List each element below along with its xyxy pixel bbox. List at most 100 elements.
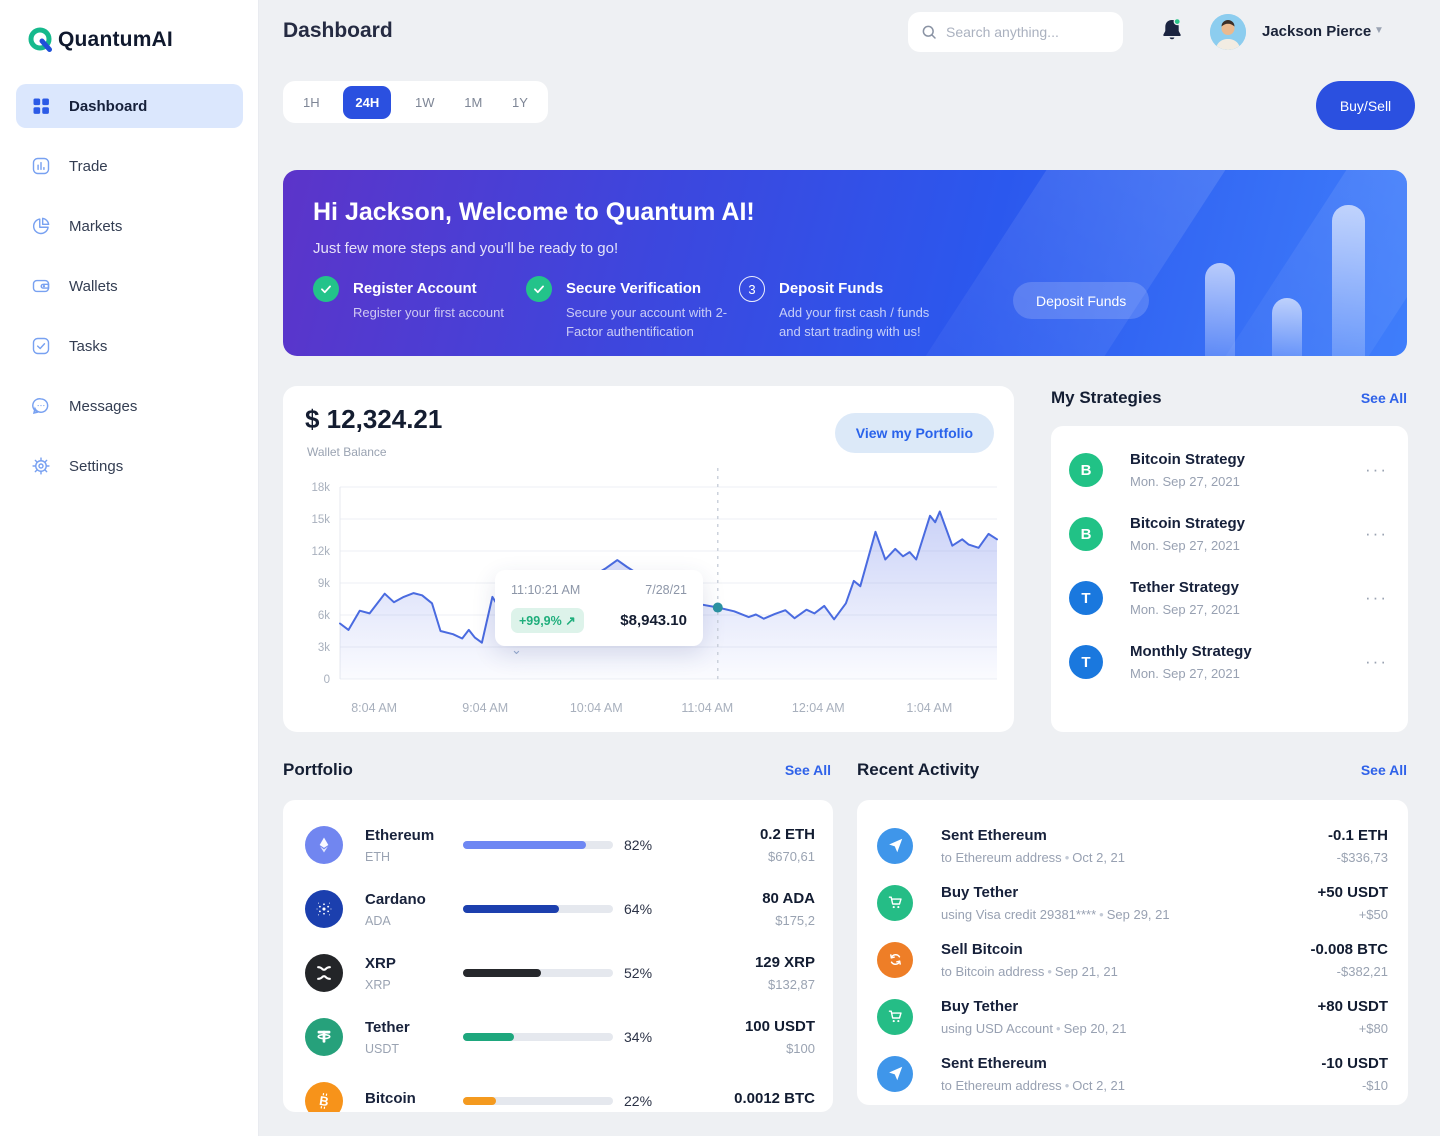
more-options-icon[interactable]: ··· (1365, 588, 1388, 607)
sidebar-item-label: Markets (69, 217, 123, 235)
step-desc: Secure your account with 2-Factor authen… (566, 305, 728, 339)
activity-title-text: Buy Tether (941, 883, 1019, 901)
swap-icon (877, 941, 913, 978)
xrp-icon (305, 954, 343, 992)
activity-usd: +$50 (1358, 906, 1388, 922)
tab-1h[interactable]: 1H (303, 94, 320, 110)
coin-usd-value: $100 (786, 1041, 815, 1056)
bullet-separator: • (1064, 849, 1070, 865)
sidebar-item-label: Wallets (69, 277, 118, 295)
strategy-row[interactable]: B Bitcoin Strategy Mon. Sep 27, 2021 ··· (1051, 502, 1408, 566)
activity-card: Sent Ethereum to Ethereum address • Oct 2,… (857, 800, 1408, 1105)
strategy-row[interactable]: T Monthly Strategy Mon. Sep 27, 2021 ··· (1051, 630, 1408, 694)
activity-row[interactable]: Buy Tether using USD Account • Sep 20, 21 … (857, 988, 1408, 1045)
sidebar-item-messages[interactable]: Messages (16, 384, 243, 428)
tab-24h[interactable]: 24H (343, 85, 392, 119)
activity-subtitle: to Ethereum address • Oct 2, 21 (941, 849, 1125, 865)
portfolio-row-ethereum[interactable]: Ethereum ETH 82% 0.2 ETH $670,61 (283, 813, 833, 877)
step-number-badge: 3 (739, 276, 765, 302)
activity-row[interactable]: Sent Ethereum to Ethereum address • Oct 2,… (857, 817, 1408, 874)
activity-amount: +80 USDT (1317, 997, 1388, 1015)
step-desc: Register your first account (353, 305, 505, 320)
banner-decorative-bar (1272, 298, 1302, 356)
strategy-row[interactable]: T Tether Strategy Mon. Sep 27, 2021 ··· (1051, 566, 1408, 630)
strategies-title: My Strategies (1051, 388, 1162, 407)
step-title: Register Account (353, 280, 477, 297)
step-desc: Add your first cash / funds and start tr… (779, 305, 930, 339)
portfolio-row-bitcoin[interactable]: B Bitcoin 22% 0.0012 BTC (283, 1069, 833, 1112)
strategy-coin-badge: T (1069, 645, 1103, 679)
activity-amount: +50 USDT (1317, 883, 1388, 901)
search-box[interactable] (908, 12, 1123, 52)
notifications-bell-icon[interactable] (1158, 16, 1188, 48)
strategy-date: Mon. Sep 27, 2021 (1130, 666, 1240, 681)
buy-sell-button[interactable]: Buy/Sell (1316, 81, 1415, 130)
activity-see-all-link[interactable]: See All (1360, 762, 1407, 778)
markets-icon (31, 216, 51, 236)
sidebar-item-label: Trade (69, 157, 108, 175)
tooltip-value: $8,943.10 (620, 612, 687, 629)
messages-icon (31, 396, 51, 416)
strategy-coin-badge: B (1069, 517, 1103, 551)
svg-text:18k: 18k (311, 482, 330, 494)
more-options-icon[interactable]: ··· (1365, 524, 1388, 543)
strategy-row[interactable]: B Bitcoin Strategy Mon. Sep 27, 2021 ··· (1051, 438, 1408, 502)
brand-name: QuantumAI (58, 27, 173, 51)
brand-logo: QuantumAI (27, 26, 173, 53)
svg-text:0: 0 (324, 674, 330, 686)
sidebar-item-wallets[interactable]: Wallets (16, 264, 243, 308)
activity-usd: -$10 (1361, 1077, 1388, 1093)
tasks-icon (31, 336, 51, 356)
user-menu-caret-icon[interactable]: ▼ (1374, 25, 1384, 36)
allocation-percent: 64% (624, 901, 653, 917)
activity-date: Sep 29, 21 (1106, 906, 1170, 922)
coin-symbol: ADA (365, 913, 391, 928)
send-icon (877, 1055, 913, 1092)
strategy-title: Bitcoin Strategy (1130, 451, 1246, 468)
portfolio-header: Portfolio See All (283, 760, 831, 780)
step-deposit-funds: 3 Deposit Funds Add your first cash / fu… (739, 276, 979, 342)
sidebar-item-tasks[interactable]: Tasks (16, 324, 243, 368)
sidebar-item-dashboard[interactable]: Dashboard (16, 84, 243, 128)
sidebar-item-trade[interactable]: Trade (16, 144, 243, 188)
activity-row[interactable]: Buy Tether using Visa credit 29381**** • S… (857, 874, 1408, 931)
tab-1m[interactable]: 1M (464, 94, 483, 110)
check-icon (526, 276, 552, 302)
strategy-coin-badge: T (1069, 581, 1103, 615)
coin-amount: 129 XRP (754, 954, 815, 971)
portfolio-row-tether[interactable]: Tether USDT 34% 100 USDT $100 (283, 1005, 833, 1069)
cardano-icon (305, 890, 343, 928)
user-name[interactable]: Jackson Pierce (1262, 23, 1372, 40)
step-secure-verification: Secure Verification Secure your account … (526, 276, 739, 342)
more-options-icon[interactable]: ··· (1365, 460, 1388, 479)
onboarding-steps: Register Account Register your first acc… (313, 276, 979, 342)
activity-row[interactable]: Sell Bitcoin to Bitcoin address • Sep 21, … (857, 931, 1408, 988)
activity-row[interactable]: Sent Ethereum to Ethereum address • Oct 2,… (857, 1045, 1408, 1102)
sidebar-item-markets[interactable]: Markets (16, 204, 243, 248)
activity-header: Recent Activity See All (857, 760, 1407, 780)
svg-text:9k: 9k (318, 578, 330, 590)
activity-amount: -10 USDT (1321, 1054, 1388, 1072)
more-options-icon[interactable]: ··· (1365, 652, 1388, 671)
bullet-separator: • (1047, 963, 1052, 979)
tab-1w[interactable]: 1W (414, 94, 435, 110)
tab-1y[interactable]: 1Y (512, 94, 528, 110)
search-input[interactable] (946, 24, 1106, 40)
deposit-funds-button[interactable]: Deposit Funds (1013, 282, 1150, 319)
sidebar-item-settings[interactable]: Settings (16, 444, 243, 488)
allocation-progress (463, 905, 613, 913)
strategies-see-all-link[interactable]: See All (1360, 390, 1407, 406)
banner-decorative-bar (1332, 205, 1365, 356)
settings-icon (31, 456, 51, 476)
coin-symbol: XRP (365, 977, 391, 992)
view-portfolio-button[interactable]: View my Portfolio (834, 413, 994, 453)
portfolio-row-cardano[interactable]: Cardano ADA 64% 80 ADA $175,2 (283, 877, 833, 941)
activity-usd: +$80 (1358, 1020, 1388, 1036)
search-icon (922, 25, 936, 39)
avatar[interactable] (1210, 14, 1246, 50)
portfolio-row-xrp[interactable]: XRP XRP 52% 129 XRP $132,87 (283, 941, 833, 1005)
portfolio-see-all-link[interactable]: See All (784, 762, 831, 778)
activity-date: Oct 2, 21 (1072, 849, 1125, 865)
banner-decorative-bar (1205, 263, 1235, 356)
trade-icon (31, 156, 51, 176)
